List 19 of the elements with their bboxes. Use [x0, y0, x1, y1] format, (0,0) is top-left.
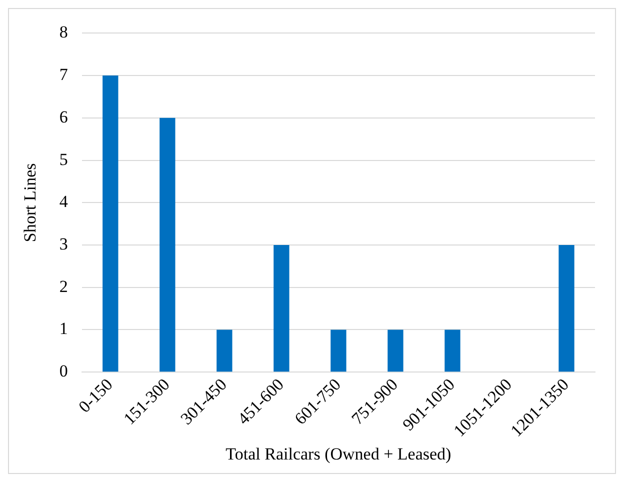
bar: [102, 76, 118, 372]
bar: [558, 245, 574, 372]
bar: [330, 330, 346, 372]
y-tick-label: 5: [59, 150, 68, 169]
y-tick-label: 4: [59, 192, 68, 212]
y-tick-label: 2: [59, 276, 68, 296]
y-tick-label: 6: [59, 107, 68, 126]
x-axis-title: Total Railcars (Owned + Leased): [226, 444, 452, 464]
y-tick-label: 1: [59, 319, 68, 338]
y-tick-label: 0: [59, 362, 68, 381]
bar: [444, 330, 460, 372]
y-axis-title: Short Lines: [20, 163, 40, 242]
y-tick-label: 8: [59, 22, 68, 42]
bar: [216, 330, 232, 372]
bar: [274, 245, 290, 372]
y-tick-label: 7: [59, 65, 68, 84]
y-tick-label: 3: [59, 234, 68, 254]
bar: [160, 118, 176, 372]
bar: [388, 330, 404, 372]
